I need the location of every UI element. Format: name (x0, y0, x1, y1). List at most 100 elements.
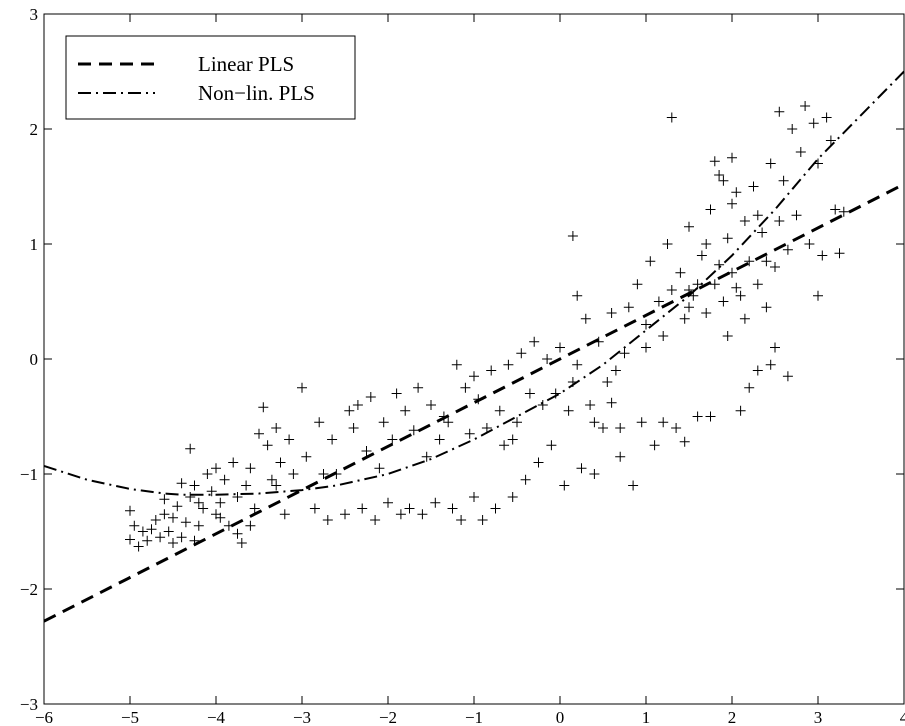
scatter-point (714, 259, 725, 270)
scatter-point (632, 279, 643, 290)
scatter-point (653, 296, 664, 307)
scatter-point (125, 505, 135, 516)
y-tick-label: −3 (20, 695, 38, 714)
scatter-point (692, 411, 703, 422)
x-tick-label: 0 (556, 708, 565, 726)
scatter-point (705, 411, 716, 422)
y-tick-label: 3 (30, 5, 39, 24)
scatter-point (327, 434, 338, 445)
x-tick-label: 2 (728, 708, 737, 726)
scatter-point (533, 457, 544, 468)
scatter-point (748, 181, 759, 192)
scatter-point (804, 239, 815, 249)
scatter-point (185, 443, 196, 454)
scatter-point (176, 532, 187, 543)
scatter-point (735, 290, 746, 301)
scatter-point (628, 480, 639, 491)
scatter-point (387, 434, 398, 445)
scatter-point (150, 515, 161, 525)
y-tick-label: −2 (20, 580, 38, 599)
scatter-point (576, 463, 587, 474)
scatter-point (279, 509, 290, 520)
x-tick-label: −5 (121, 708, 139, 726)
scatter-point (232, 528, 243, 539)
scatter-point (520, 474, 531, 485)
scatter-points (125, 101, 849, 552)
x-tick-label: −2 (379, 708, 397, 726)
scatter-point (606, 397, 617, 408)
scatter-point (559, 480, 570, 491)
scatter-point (159, 494, 170, 505)
scatter-point (357, 503, 368, 514)
scatter-point (211, 463, 221, 474)
scatter-point (348, 423, 359, 433)
scatter-point (761, 256, 772, 267)
scatter-point (215, 497, 226, 508)
x-axis-ticks: −6 −5 −4 −3 −2 −1 0 1 2 3 4 (35, 14, 905, 726)
scatter-point (770, 262, 780, 272)
scatter-point (374, 463, 385, 474)
scatter-point (727, 198, 737, 209)
scatter-point (344, 405, 355, 416)
scatter-point (580, 313, 591, 324)
scatter-point (391, 388, 402, 399)
scatter-point (494, 405, 505, 416)
scatter-point (215, 512, 226, 523)
scatter-point (800, 101, 811, 111)
scatter-point (460, 382, 471, 393)
scatter-point (567, 230, 578, 241)
scatter-point (146, 524, 157, 535)
scatter-point (770, 342, 780, 353)
legend-label-nonlin-pls: Non−lin. PLS (198, 81, 315, 105)
scatter-point (400, 405, 411, 416)
scatter-point (546, 440, 557, 451)
scatter-point (168, 512, 178, 523)
scatter-point (585, 400, 596, 410)
scatter-point (408, 425, 419, 436)
scatter-point (795, 147, 806, 157)
scatter-point (722, 331, 733, 341)
scatter-point (163, 526, 174, 537)
legend: Linear PLS Non−lin. PLS (65, 35, 356, 120)
scatter-point (555, 342, 565, 353)
y-tick-label: −1 (20, 465, 38, 484)
scatter-point (481, 423, 492, 433)
scatter-point (662, 239, 673, 249)
scatter-point (821, 112, 832, 123)
scatter-point (598, 423, 608, 433)
scatter-point (731, 187, 742, 198)
scatter-point (365, 391, 376, 402)
scatter-point (512, 417, 522, 428)
scatter-point (413, 382, 424, 393)
scatter-point (696, 250, 707, 261)
scatter-point (752, 365, 763, 376)
scatter-point (739, 216, 750, 226)
scatter-point (503, 359, 514, 370)
scatter-point (189, 480, 200, 491)
scatter-point (727, 152, 737, 163)
scatter-point (137, 526, 148, 537)
scatter-point (133, 541, 144, 552)
scatter-point (537, 400, 548, 410)
scatter-point (370, 515, 381, 525)
scatter-point (232, 492, 243, 502)
scatter-point (714, 170, 725, 180)
scatter-point (301, 451, 312, 462)
scatter-point (739, 313, 750, 324)
scatter-point (645, 256, 656, 267)
scatter-point (602, 377, 613, 387)
scatter-point (421, 451, 432, 462)
scatter-point (675, 267, 686, 278)
scatter-point (718, 175, 729, 186)
series-line-linear-pls (43, 182, 905, 623)
scatter-point (649, 440, 660, 451)
scatter-point (658, 417, 669, 428)
scatter-point (168, 538, 178, 548)
x-tick-label: −6 (35, 708, 53, 726)
scatter-point (486, 365, 497, 376)
scatter-point (249, 503, 260, 514)
scatter-point (744, 382, 755, 393)
scatter-point (245, 463, 256, 474)
scatter-point (671, 423, 682, 433)
